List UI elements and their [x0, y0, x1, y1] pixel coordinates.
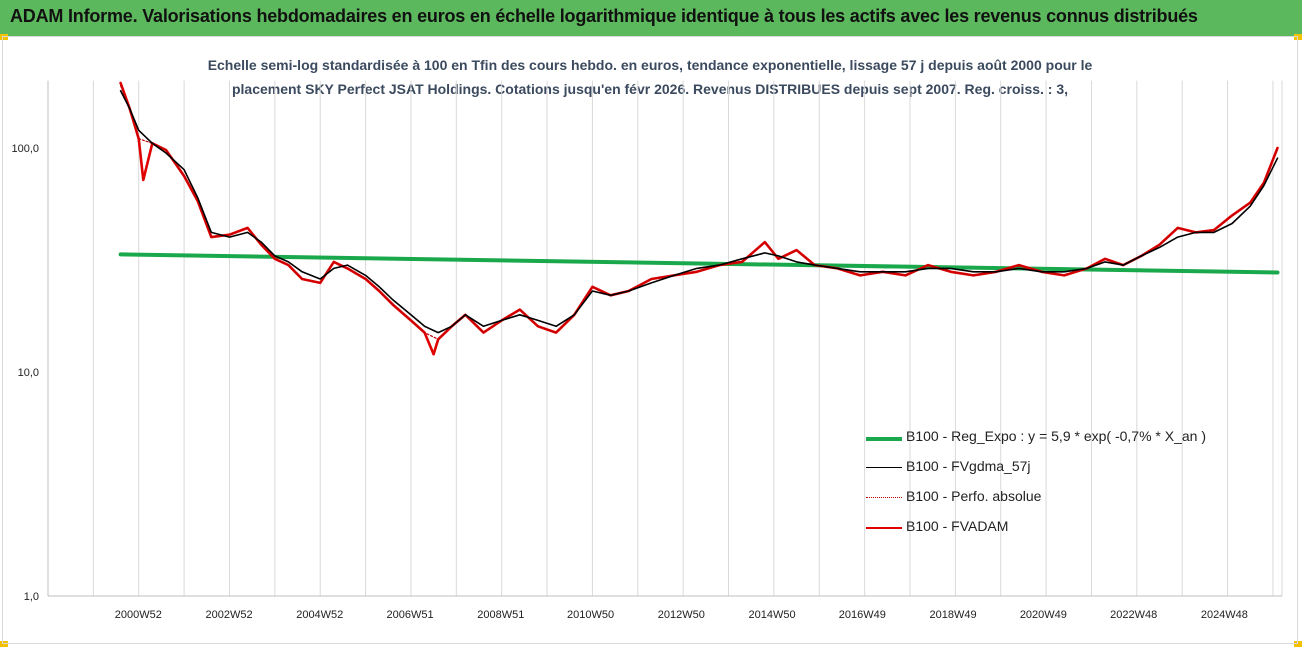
corner-mark — [1294, 34, 1302, 40]
axes: 1,0 10,0 100,0 2000W52 2002W52 2004W52 2006W51… — [11, 80, 1282, 621]
y-tick-label: 10,0 — [18, 367, 39, 379]
corner-mark — [1294, 641, 1302, 647]
legend-swatch — [866, 527, 902, 529]
legend-label: B100 - FVADAM — [906, 518, 1009, 534]
y-tick-label: 1,0 — [24, 591, 39, 603]
legend-swatch — [866, 497, 902, 498]
x-tick-label: 2004W52 — [296, 609, 343, 621]
x-tick-label: 2022W48 — [1110, 609, 1157, 621]
chart-title-line-2: placement SKY Perfect JSAT Holdings. Cot… — [231, 81, 1069, 97]
fvgdma-line — [119, 90, 1279, 334]
legend-item-fvadam: B100 - FVADAM — [862, 518, 1262, 548]
header-banner: ADAM Informe. Valorisations hebdomadaire… — [0, 0, 1302, 36]
report-title: ADAM Informe. Valorisations hebdomadaire… — [10, 6, 1198, 26]
legend-swatch — [866, 437, 902, 441]
x-tick-label: 2012W50 — [658, 609, 705, 621]
legend-item-reg-expo: B100 - Reg_Expo : y = 5,9 * exp( -0,7% *… — [862, 428, 1262, 458]
perfo-absolue-line — [119, 84, 1279, 340]
x-tick-label: 2014W50 — [749, 609, 796, 621]
x-tick-label: 2010W50 — [567, 609, 614, 621]
legend-item-perfo-absolue: B100 - Perfo. absolue — [862, 488, 1262, 518]
fvadam-line — [119, 81, 1279, 356]
chart-title-line-1: Echelle semi-log standardisée à 100 en T… — [207, 57, 1093, 73]
legend-swatch — [866, 467, 902, 468]
legend: B100 - Reg_Expo : y = 5,9 * exp( -0,7% *… — [862, 428, 1262, 548]
x-tick-label: 2016W49 — [839, 609, 886, 621]
legend-label: B100 - Reg_Expo : y = 5,9 * exp( -0,7% *… — [906, 428, 1207, 444]
x-tick-label: 2018W49 — [930, 609, 977, 621]
series-layer — [118, 81, 1280, 356]
y-tick-label: 100,0 — [11, 143, 39, 155]
legend-label: B100 - FVgdma_57j — [906, 458, 1031, 474]
legend-item-fvgdma: B100 - FVgdma_57j — [862, 458, 1262, 488]
x-tick-label: 2000W52 — [115, 609, 162, 621]
x-tick-label: 2008W51 — [477, 609, 524, 621]
x-tick-label: 2020W49 — [1020, 609, 1067, 621]
corner-mark — [0, 34, 8, 40]
x-tick-label: 2024W48 — [1201, 609, 1248, 621]
legend-label: B100 - Perfo. absolue — [906, 488, 1042, 504]
corner-mark — [0, 641, 8, 647]
x-tick-label: 2006W51 — [386, 609, 433, 621]
x-tick-label: 2002W52 — [205, 609, 252, 621]
chart-frame — [2, 36, 1298, 644]
vertical-grid — [92, 80, 1283, 596]
